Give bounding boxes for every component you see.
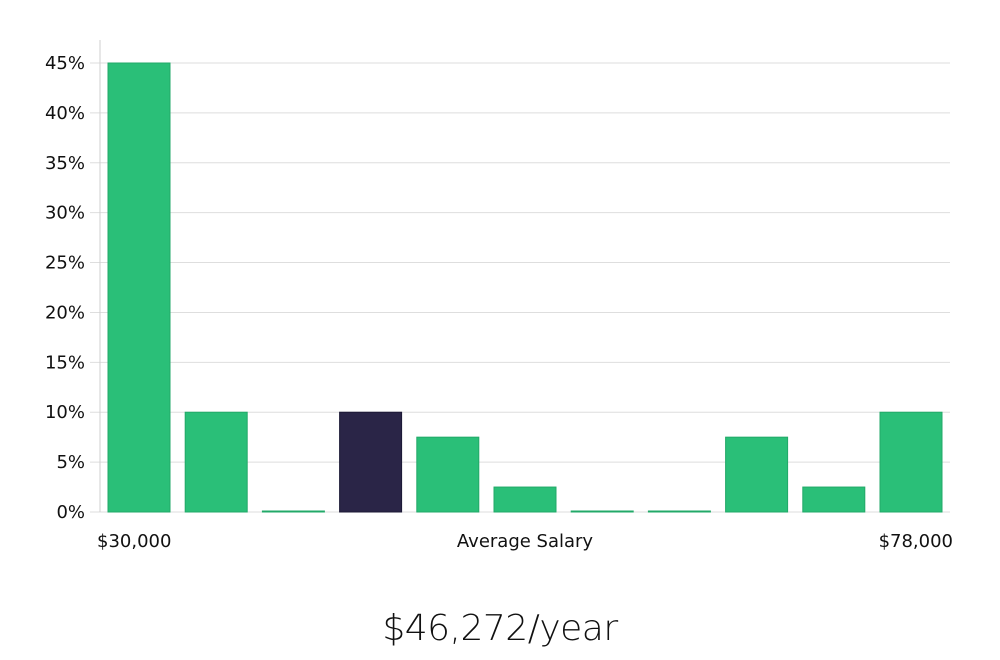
- y-tick-label: 40%: [45, 103, 85, 124]
- bar: [725, 436, 789, 513]
- bar: [570, 510, 634, 513]
- y-tick-label: 25%: [45, 253, 85, 274]
- y-tick-label: 0%: [56, 502, 85, 523]
- y-tick-label: 15%: [45, 352, 85, 373]
- x-max-label: $78,000: [879, 531, 953, 552]
- y-tick-label: 30%: [45, 203, 85, 224]
- y-axis-ticks: 0% 5% 10% 15% 20% 25% 30% 35% 40% 45%: [45, 53, 85, 523]
- bar: [493, 486, 557, 513]
- average-salary-readout: $46,272/year: [382, 608, 618, 649]
- y-tick-label: 5%: [56, 452, 85, 473]
- bar: [184, 411, 248, 513]
- x-min-label: $30,000: [97, 531, 171, 552]
- x-axis-title: Average Salary: [457, 531, 594, 552]
- bar-highlighted: [339, 411, 403, 513]
- y-tick-label: 20%: [45, 302, 85, 323]
- bar: [261, 510, 325, 513]
- y-tick-label: 45%: [45, 53, 85, 74]
- bar: [802, 486, 866, 513]
- y-tick-label: 35%: [45, 153, 85, 174]
- bar: [107, 62, 171, 513]
- salary-distribution-chart: 0% 5% 10% 15% 20% 25% 30% 35% 40% 45% $30,000 Ave…: [45, 40, 953, 552]
- y-tick-label: 10%: [45, 402, 85, 423]
- bar: [647, 510, 711, 513]
- bars: [107, 62, 943, 513]
- bar: [416, 436, 480, 513]
- bar: [879, 411, 943, 513]
